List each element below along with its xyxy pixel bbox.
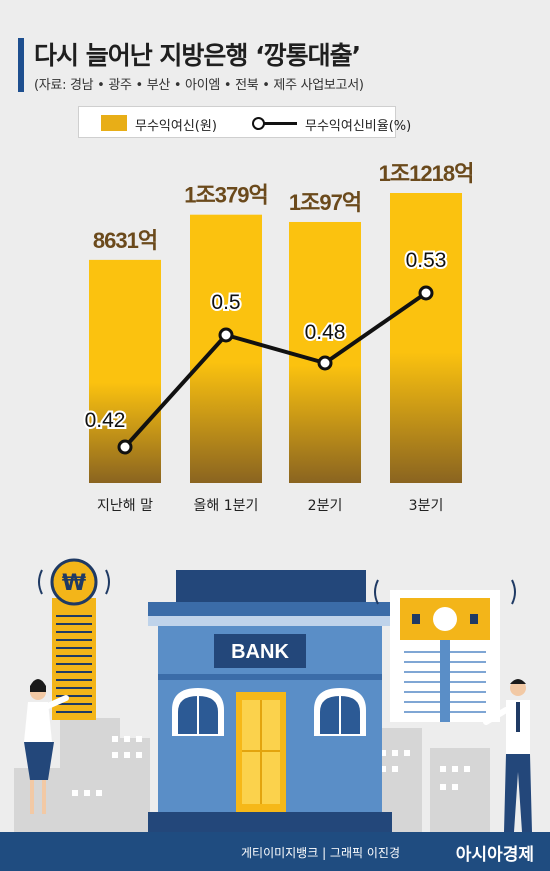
won-symbol: ₩ [62, 571, 86, 596]
ratio-value-label: 0.5 [211, 291, 240, 314]
ratio-value-label: 0.42 [85, 409, 126, 432]
legend-bar-label: 무수익여신(원) [135, 119, 217, 134]
x-tick-label: 2분기 [308, 498, 343, 514]
ratio-point [317, 355, 333, 371]
bar [289, 221, 361, 484]
ratio-point [418, 285, 434, 301]
bar [190, 214, 262, 483]
x-tick-label: 올해 1분기 [194, 498, 259, 514]
legend-line-marker [252, 117, 265, 130]
ratio-point [117, 439, 133, 455]
x-tick-label: 3분기 [409, 498, 444, 514]
legend-line-label: 무수익여신비율(%) [305, 119, 412, 134]
legend-bar-swatch [101, 115, 127, 131]
bank-illustration: BANK ₩ [14, 558, 532, 832]
footer-brand: 아시아경제 [455, 845, 534, 865]
x-tick-label: 지난해 말 [97, 498, 153, 514]
ratio-point [218, 327, 234, 343]
chart-title: 다시 늘어난 지방은행 ‘깡통대출’ [34, 41, 361, 70]
ratio-value-label: 0.48 [305, 321, 346, 344]
won-coin-icon [50, 558, 98, 606]
bar-value-label: 1조379억 [184, 183, 267, 208]
bank-sign: BANK [231, 641, 289, 663]
businessman-figure [483, 679, 532, 832]
bar-value-label: 1조97억 [289, 190, 361, 215]
legend: 무수익여신(원) 무수익여신비율(%) [78, 106, 411, 138]
bar-value-label: 1조1218억 [379, 161, 474, 186]
ratio-value-label: 0.53 [406, 249, 447, 272]
money-document [374, 579, 516, 722]
title-accent-bar [18, 38, 24, 92]
bar [390, 193, 462, 483]
legend-line-swatch [257, 122, 297, 125]
chart-subtitle: (자료: 경남 • 광주 • 부산 • 아이엠 • 전북 • 제주 사업보고서) [34, 78, 364, 93]
coin-stack: ₩ [38, 558, 110, 720]
footer-bar: 게티이미지뱅크 | 그래픽 이진경 아시아경제 [0, 832, 550, 871]
businesswoman-figure [24, 679, 69, 814]
bank-building: BANK [148, 570, 392, 832]
ratio-line [123, 291, 428, 449]
bar-value-label: 8631억 [93, 228, 157, 253]
footer-credit: 게티이미지뱅크 | 그래픽 이진경 [240, 846, 400, 860]
